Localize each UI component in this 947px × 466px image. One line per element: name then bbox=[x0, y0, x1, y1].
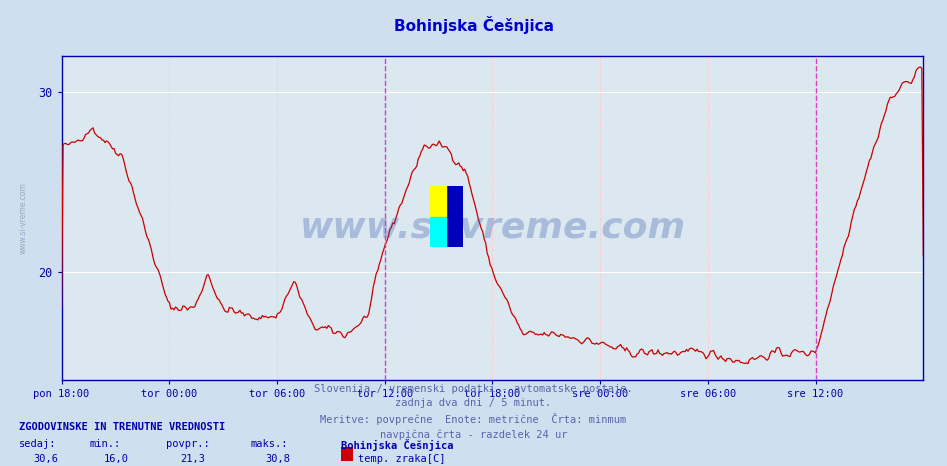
Text: povpr.:: povpr.: bbox=[166, 439, 209, 449]
Text: 30,6: 30,6 bbox=[33, 454, 58, 464]
Polygon shape bbox=[447, 186, 463, 247]
Text: Bohinjska Češnjica: Bohinjska Češnjica bbox=[341, 439, 454, 451]
Text: sedaj:: sedaj: bbox=[19, 439, 57, 449]
Polygon shape bbox=[430, 217, 447, 247]
Polygon shape bbox=[430, 217, 447, 247]
Polygon shape bbox=[430, 186, 447, 217]
Text: www.si-vreme.com: www.si-vreme.com bbox=[18, 182, 27, 254]
Text: temp. zraka[C]: temp. zraka[C] bbox=[358, 454, 445, 464]
Text: maks.:: maks.: bbox=[251, 439, 289, 449]
Text: 16,0: 16,0 bbox=[104, 454, 129, 464]
Text: www.si-vreme.com: www.si-vreme.com bbox=[299, 211, 686, 245]
Polygon shape bbox=[430, 186, 447, 217]
Text: 21,3: 21,3 bbox=[180, 454, 205, 464]
Text: Bohinjska Češnjica: Bohinjska Češnjica bbox=[394, 16, 553, 34]
Text: ZGODOVINSKE IN TRENUTNE VREDNOSTI: ZGODOVINSKE IN TRENUTNE VREDNOSTI bbox=[19, 422, 225, 432]
Text: min.:: min.: bbox=[90, 439, 121, 449]
Text: Slovenija / vremenski podatki - avtomatske postaje.
zadnja dva dni / 5 minut.
Me: Slovenija / vremenski podatki - avtomats… bbox=[314, 384, 633, 440]
Text: 30,8: 30,8 bbox=[265, 454, 290, 464]
